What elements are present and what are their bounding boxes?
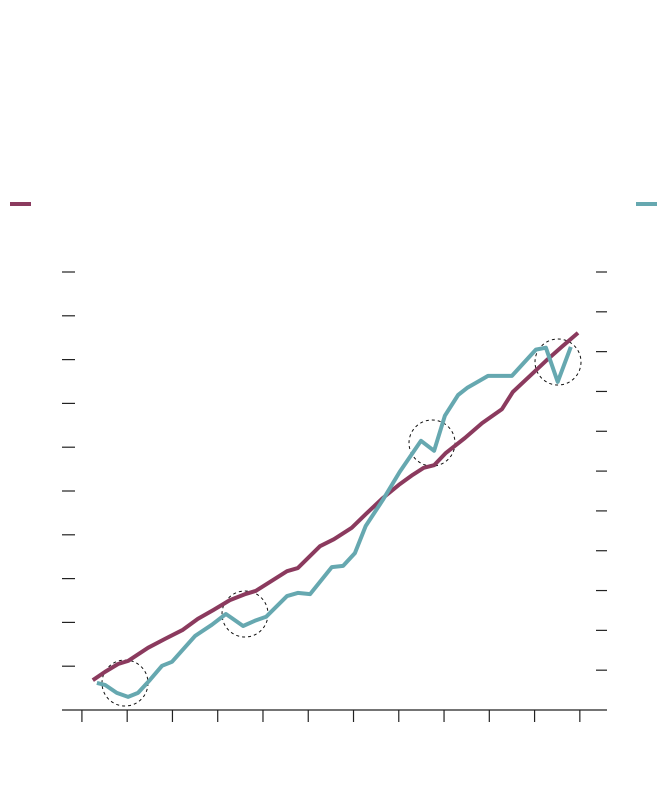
highlight-circle (101, 659, 149, 707)
highlight-circle (408, 419, 456, 467)
highlight-circle (534, 338, 582, 386)
series-line (91, 331, 580, 682)
series-line (96, 345, 573, 699)
